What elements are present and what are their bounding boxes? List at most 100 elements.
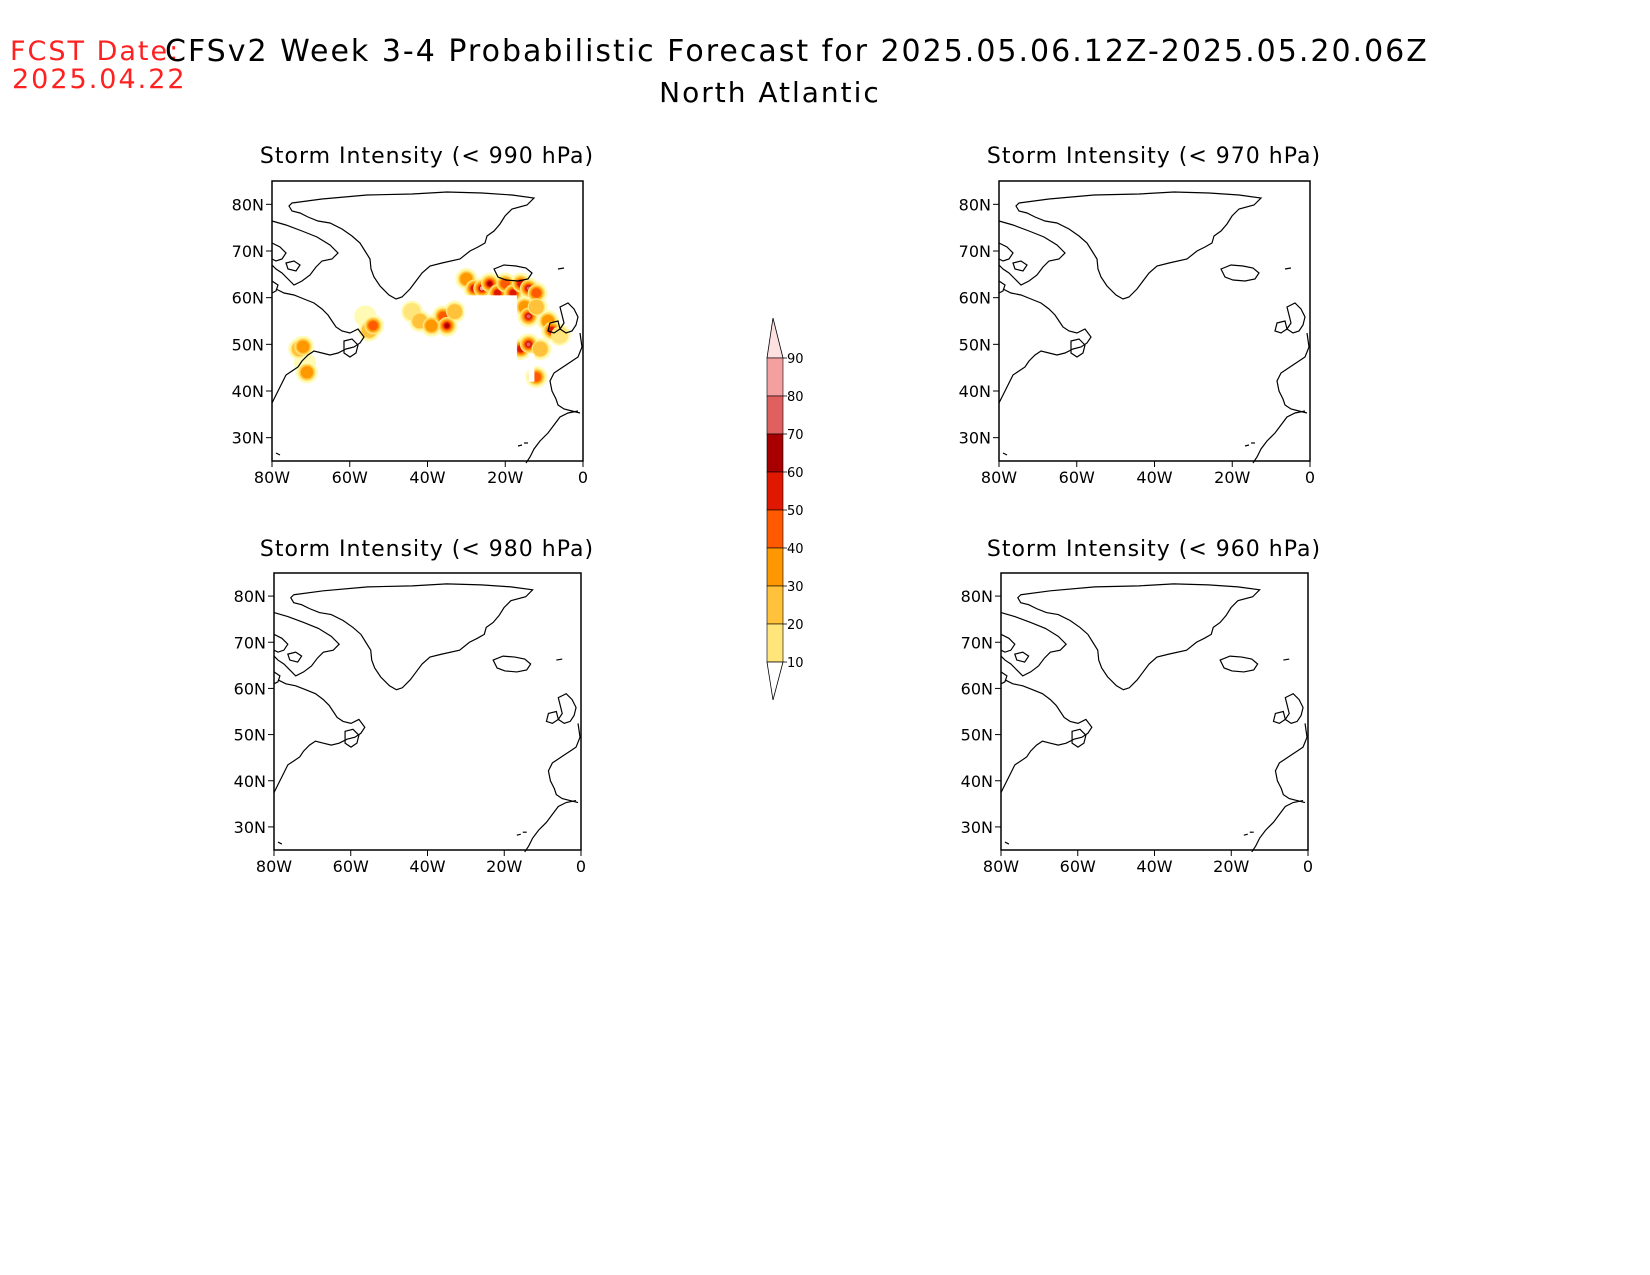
prob-cell xyxy=(532,341,548,357)
colorbar-label: 90 xyxy=(787,352,804,367)
colorbar-label: 20 xyxy=(787,618,804,633)
prob-cell xyxy=(528,299,544,315)
lat-label: 50N xyxy=(959,335,991,354)
lat-label: 70N xyxy=(961,633,993,652)
lon-label: 40W xyxy=(1136,468,1172,487)
lon-label: 20W xyxy=(486,857,522,876)
lat-label: 70N xyxy=(234,633,266,652)
colorbar-swatch xyxy=(766,509,784,549)
lon-label: 80W xyxy=(256,857,292,876)
lon-label: 80W xyxy=(254,468,290,487)
colorbar-label: 30 xyxy=(787,580,804,595)
panel-title: Storm Intensity (< 960 hPa) xyxy=(987,537,1321,562)
page-title: CFSv2 Week 3-4 Probabilistic Forecast fo… xyxy=(165,34,1429,69)
prob-cell xyxy=(526,314,531,319)
coastline xyxy=(273,583,581,853)
map-frame xyxy=(998,180,1311,462)
lat-label: 60N xyxy=(959,289,991,308)
lon-label: 60W xyxy=(1059,468,1095,487)
page-subtitle: North Atlantic xyxy=(659,76,881,109)
lat-label: 40N xyxy=(232,382,264,401)
lon-label: 0 xyxy=(1305,468,1315,487)
prob-cell xyxy=(509,289,517,297)
lon-label: 20W xyxy=(487,468,523,487)
lat-label: 60N xyxy=(961,679,993,698)
lat-label: 30N xyxy=(234,818,266,837)
lon-label: 80W xyxy=(981,468,1017,487)
lon-label: 40W xyxy=(1136,857,1172,876)
prob-cell xyxy=(425,319,438,332)
colorbar-label: 10 xyxy=(787,656,804,671)
colorbar-bottom-arrow xyxy=(766,661,784,701)
lat-label: 30N xyxy=(232,429,264,448)
map-frame xyxy=(1000,572,1309,851)
coastline xyxy=(1000,583,1308,853)
colorbar-swatch xyxy=(766,471,784,511)
colorbar: 10 20 30 40 50 60 70 80 90 xyxy=(766,317,804,701)
panel-title: Storm Intensity (< 990 hPa) xyxy=(260,144,594,169)
prob-cell xyxy=(300,366,314,379)
lat-label: 80N xyxy=(234,587,266,606)
lat-label: 60N xyxy=(232,289,264,308)
map-panel-4: Storm Intensity (< 960 hPa) 80N 70N 60N 50N 4… xyxy=(961,537,1321,876)
map-frame xyxy=(273,572,582,851)
lon-label: 60W xyxy=(333,857,369,876)
prob-cell xyxy=(531,288,542,298)
lat-label: 50N xyxy=(234,726,266,745)
colorbar-swatch xyxy=(766,357,784,397)
prob-cell xyxy=(368,320,378,331)
panels-container: Storm Intensity (< 990 hPa) 80N 70N 60N 50N 4… xyxy=(232,144,1321,876)
colorbar-swatch xyxy=(766,585,784,625)
lon-label: 20W xyxy=(1214,468,1250,487)
prob-cell xyxy=(447,304,463,320)
colorbar-label: 60 xyxy=(787,466,804,481)
prob-cell xyxy=(493,289,501,297)
lat-label: 40N xyxy=(234,772,266,791)
lat-label: 80N xyxy=(961,587,993,606)
prob-cell xyxy=(500,278,511,289)
colorbar-swatch xyxy=(766,395,784,435)
map-panel-2: Storm Intensity (< 970 hPa) 80N 70N 60N 50N 4… xyxy=(959,144,1321,487)
coastline xyxy=(998,191,1310,464)
prob-cell xyxy=(550,326,569,344)
panel-title: Storm Intensity (< 970 hPa) xyxy=(987,144,1321,169)
prob-cell xyxy=(526,342,531,347)
colorbar-label: 50 xyxy=(787,504,804,519)
colorbar-label: 40 xyxy=(787,542,804,557)
lon-label: 60W xyxy=(332,468,368,487)
probability-field xyxy=(288,268,571,388)
prob-cell xyxy=(444,323,450,328)
map-panel-3: Storm Intensity (< 980 hPa) 80N 70N 60N 50N 4… xyxy=(234,537,594,876)
fcst-date-label: FCST Date: xyxy=(10,36,180,67)
colorbar-swatch xyxy=(766,547,784,587)
lat-label: 80N xyxy=(232,195,264,214)
lat-label: 50N xyxy=(961,726,993,745)
prob-cell xyxy=(297,340,310,353)
lon-label: 0 xyxy=(578,468,588,487)
lat-label: 70N xyxy=(232,242,264,261)
colorbar-label: 70 xyxy=(787,428,804,443)
map-panel-1: Storm Intensity (< 990 hPa) 80N 70N 60N 50N 4… xyxy=(232,144,594,487)
panel-title: Storm Intensity (< 980 hPa) xyxy=(260,537,594,562)
lon-label: 0 xyxy=(1303,857,1313,876)
fcst-date-value: 2025.04.22 xyxy=(12,64,187,95)
lat-label: 30N xyxy=(959,429,991,448)
lat-label: 80N xyxy=(959,195,991,214)
lat-label: 50N xyxy=(232,335,264,354)
lat-label: 40N xyxy=(959,382,991,401)
no-data-mask xyxy=(464,295,517,382)
colorbar-top-arrow xyxy=(766,317,784,359)
colorbar-swatch xyxy=(766,433,784,473)
lat-label: 60N xyxy=(234,679,266,698)
lat-label: 70N xyxy=(959,242,991,261)
colorbar-label: 80 xyxy=(787,390,804,405)
colorbar-swatch xyxy=(766,623,784,663)
lon-label: 60W xyxy=(1060,857,1096,876)
lon-label: 40W xyxy=(409,468,445,487)
lon-label: 80W xyxy=(983,857,1019,876)
lat-label: 30N xyxy=(961,818,993,837)
no-data-mask xyxy=(528,353,535,382)
lon-label: 20W xyxy=(1213,857,1249,876)
lat-label: 40N xyxy=(961,772,993,791)
